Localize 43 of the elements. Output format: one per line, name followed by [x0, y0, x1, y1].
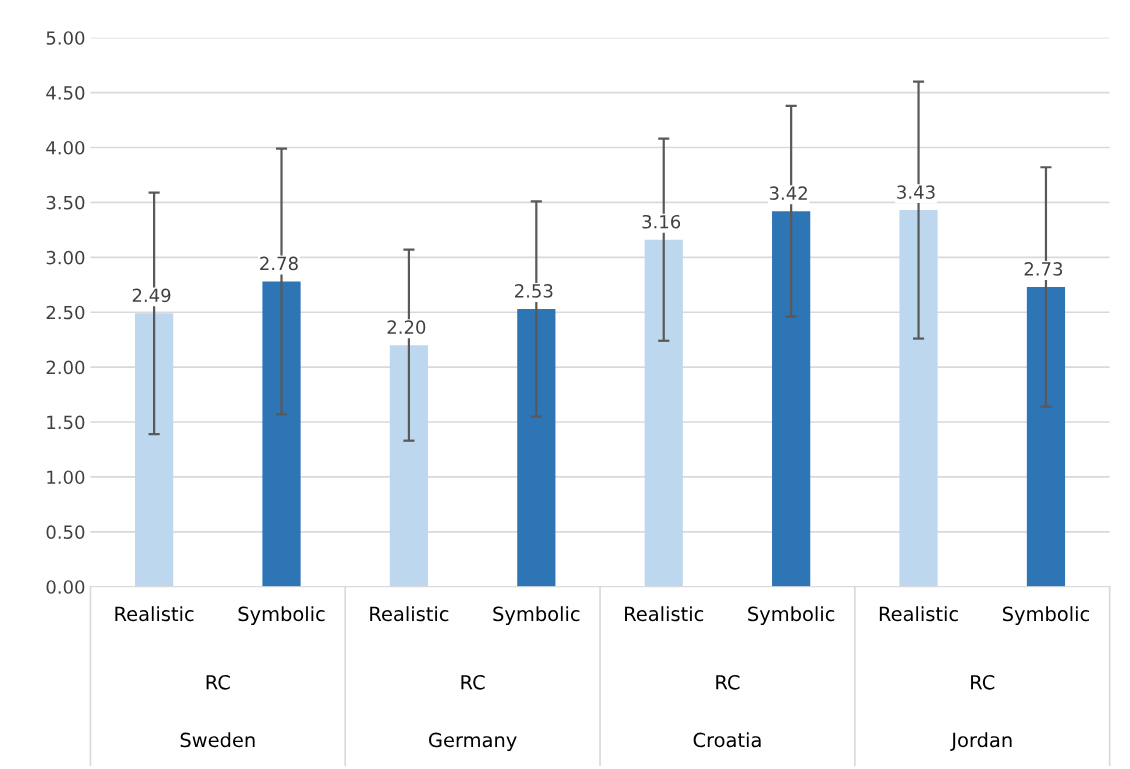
- text: Jordan: [950, 732, 1012, 751]
- data-label: 2.73: [1024, 262, 1063, 276]
- bar: [1026, 286, 1066, 587]
- text: RC: [716, 674, 740, 690]
- bar: [644, 239, 683, 587]
- bar: [772, 211, 811, 587]
- text: Croatia: [693, 732, 761, 748]
- x-tick-label: Realistic: [115, 606, 194, 622]
- text: RC: [206, 674, 230, 690]
- y-tick-label: 4.50: [46, 86, 85, 100]
- x-tick-label: Realistic: [879, 606, 958, 622]
- y-tick-label: 3.50: [46, 195, 85, 210]
- x-tick-label: Realistic: [625, 606, 704, 622]
- x-tick-label: Symbolic: [493, 606, 580, 626]
- x-tick-label: Symbolic: [238, 606, 325, 626]
- x-tick-label: Realistic: [370, 606, 449, 622]
- y-tick-label: 0.00: [46, 580, 85, 594]
- x-tick-label: Symbolic: [1002, 606, 1090, 626]
- text: RC: [461, 674, 485, 690]
- y-tick-label: 0.50: [46, 525, 85, 539]
- y-tick-label: 2.00: [46, 360, 85, 375]
- data-label: 2.49: [132, 288, 171, 303]
- y-tick-label: 4.00: [46, 140, 85, 155]
- bar: [134, 313, 174, 587]
- data-label: 2.53: [515, 284, 553, 298]
- data-label: 2.78: [260, 256, 298, 271]
- text: Sweden: [180, 732, 255, 748]
- data-label: 2.20: [387, 320, 426, 334]
- y-tick-label: 3.00: [46, 250, 85, 265]
- bar: [899, 210, 938, 587]
- data-label: 3.42: [769, 186, 807, 200]
- y-tick-label: 1.50: [47, 415, 85, 430]
- y-tick-label: 1.00: [47, 470, 85, 485]
- text: Germany: [429, 732, 517, 752]
- bar: [517, 308, 556, 587]
- bar: [389, 345, 429, 587]
- text: RC: [971, 674, 995, 690]
- data-label: 3.16: [642, 214, 681, 229]
- y-tick-label: 2.50: [46, 305, 85, 320]
- x-tick-label: Symbolic: [748, 606, 835, 626]
- data-label: 3.43: [897, 185, 935, 199]
- y-tick-label: 5.00: [46, 31, 85, 45]
- bar: [262, 281, 301, 587]
